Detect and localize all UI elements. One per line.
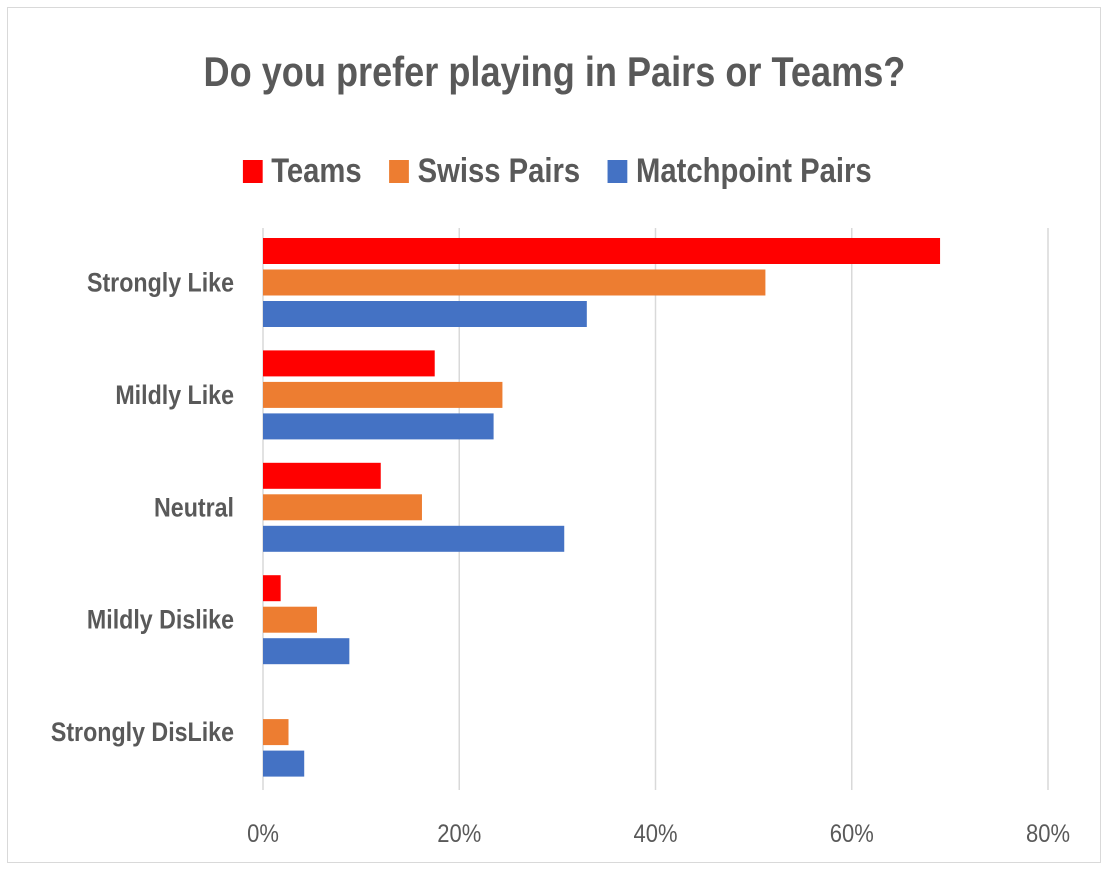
bar-swiss-pairs-strongly-dislike [263, 719, 289, 746]
legend-label-teams: Teams [271, 152, 362, 190]
bar-teams-neutral [263, 462, 381, 489]
category-label-neutral: Neutral [154, 493, 234, 523]
bar-swiss-pairs-mildly-like [263, 381, 503, 408]
legend-label-swiss-pairs: Swiss Pairs [417, 152, 581, 190]
x-tick-label-0: 0% [247, 820, 279, 848]
legend-swatch-swiss-pairs [389, 160, 409, 183]
bar-matchpoint-pairs-strongly-dislike [263, 750, 305, 777]
x-tick-label-2: 40% [633, 820, 677, 848]
bar-swiss-pairs-neutral [263, 494, 422, 521]
category-label-mildly-like: Mildly Like [115, 380, 234, 410]
bar-teams-mildly-dislike [263, 575, 281, 602]
bar-teams-strongly-like [263, 238, 941, 264]
category-label-strongly-dislike: Strongly DisLike [51, 718, 234, 748]
bar-teams-mildly-like [263, 350, 435, 377]
legend-swatch-teams [242, 160, 263, 183]
bar-swiss-pairs-strongly-like [263, 269, 766, 296]
legend-label-matchpoint-pairs: Matchpoint Pairs [636, 152, 872, 190]
category-label-mildly-dislike: Mildly Dislike [87, 605, 234, 635]
x-tick-label-3: 60% [830, 820, 874, 848]
bar-matchpoint-pairs-strongly-like [263, 301, 587, 327]
chart-area [7, 7, 1101, 863]
legend-item-swiss-pairs: Swiss Pairs [389, 152, 580, 191]
category-label-strongly-like: Strongly Like [87, 268, 234, 298]
legend-item-teams: Teams [242, 152, 362, 191]
x-tick-label-1: 20% [437, 820, 481, 848]
bar-swiss-pairs-mildly-dislike [263, 606, 317, 633]
chart-title: Do you prefer playing in Pairs or Teams? [203, 48, 906, 95]
legend: Teams Swiss Pairs Matchpoint Pairs [80, 152, 1034, 191]
bar-matchpoint-pairs-mildly-dislike [263, 638, 350, 665]
bar-matchpoint-pairs-neutral [263, 525, 565, 552]
x-tick-label-4: 80% [1026, 820, 1070, 848]
bar-matchpoint-pairs-mildly-like [263, 413, 494, 440]
legend-swatch-matchpoint-pairs [607, 160, 628, 183]
legend-item-matchpoint-pairs: Matchpoint Pairs [607, 152, 872, 191]
